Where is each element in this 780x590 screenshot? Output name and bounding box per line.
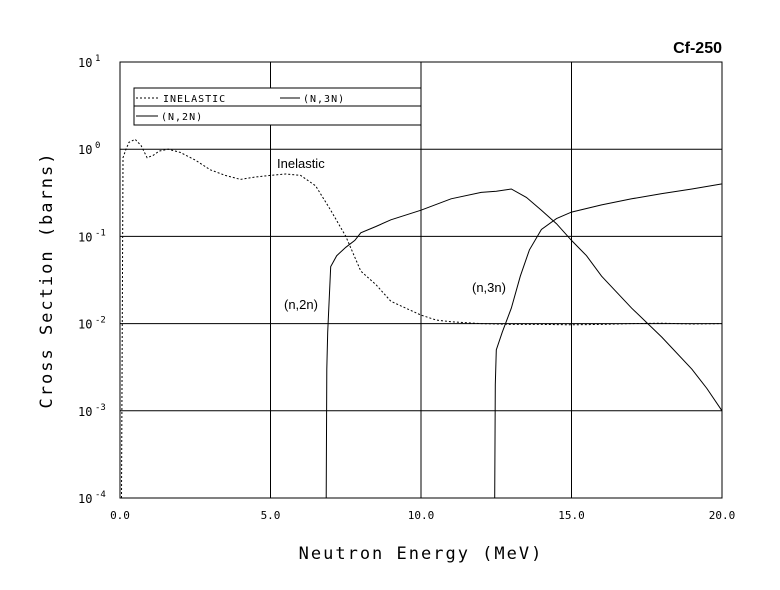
- y-tick-exponent: 0: [95, 141, 100, 151]
- series-line-n3n: [494, 183, 723, 499]
- y-tick-exponent: -4: [95, 490, 106, 500]
- x-tick-labels: 0.0 5.0 10.0 15.0 20.0: [110, 509, 735, 522]
- y-tick-label: 10: [78, 318, 92, 332]
- legend: INELASTIC (N,3N) (N,2N): [133, 87, 422, 126]
- annotation-n2n: (n,2n): [284, 297, 318, 312]
- y-tick-label: 10: [78, 492, 92, 506]
- grid: [120, 62, 722, 498]
- legend-label-n2n: (N,2N): [161, 112, 203, 123]
- x-tick-label: 15.0: [558, 509, 585, 522]
- y-axis-title: Cross Section (barns): [37, 152, 57, 409]
- chart-title: Cf-250: [673, 40, 722, 57]
- series-line-n2n: [325, 188, 723, 499]
- y-tick-label: 10: [78, 230, 92, 244]
- y-tick-exponent: -2: [95, 316, 106, 326]
- x-tick-label: 5.0: [261, 509, 281, 522]
- annotation-inelastic: Inelastic: [277, 156, 325, 171]
- y-tick-exponent: 1: [95, 54, 100, 64]
- plot-frame: [119, 61, 723, 499]
- legend-label-n3n: (N,3N): [303, 94, 345, 105]
- y-tick-exponent: -1: [95, 228, 106, 238]
- x-axis-title: Neutron Energy (MeV): [299, 544, 544, 564]
- legend-label-inelastic: INELASTIC: [163, 94, 226, 105]
- x-tick-label: 10.0: [408, 509, 435, 522]
- x-tick-label: 20.0: [709, 509, 736, 522]
- y-tick-exponent: -3: [95, 403, 106, 413]
- y-tick-label: 10: [78, 143, 92, 157]
- series-line-inelastic: [121, 138, 723, 499]
- y-tick-label: 10: [78, 56, 92, 70]
- x-tick-label: 0.0: [110, 509, 130, 522]
- y-tick-label: 10: [78, 405, 92, 419]
- annotation-n3n: (n,3n): [472, 280, 506, 295]
- series-group: [121, 138, 723, 499]
